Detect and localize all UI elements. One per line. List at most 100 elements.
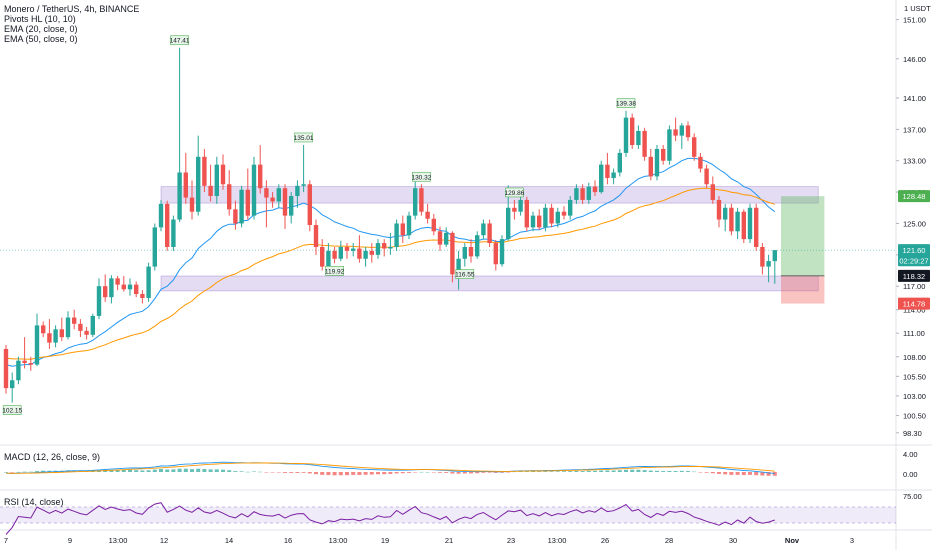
candle-body	[171, 219, 176, 247]
candle-body	[22, 360, 27, 364]
macd-histogram-bar	[537, 471, 542, 473]
candle-body	[475, 235, 480, 257]
indicator-ema50[interactable]: EMA (50, close, 0)	[4, 34, 78, 44]
pivot-label: 102.15	[2, 408, 22, 415]
sr-zone-0	[160, 186, 819, 204]
macd-histogram-bar	[276, 472, 281, 473]
indicator-pivots[interactable]: Pivots HL (10, 10)	[4, 14, 76, 24]
candle-body	[723, 207, 728, 220]
macd-histogram-bar	[630, 469, 635, 472]
macd-histogram-bar	[376, 472, 380, 475]
macd-histogram-bar	[543, 471, 548, 472]
candle-body	[760, 246, 765, 267]
candle-body	[431, 218, 436, 232]
macd-histogram-bar	[128, 469, 132, 472]
candle-body	[747, 207, 753, 240]
macd-signal-line	[5, 462, 775, 474]
price-badge-label-2: 02:29:27	[899, 256, 928, 265]
candle-body	[437, 231, 443, 245]
pivot-label-box	[412, 171, 431, 182]
candle-body	[270, 197, 275, 202]
candle-body	[456, 258, 461, 275]
macd-histogram-bar	[704, 472, 709, 473]
candle-body	[580, 188, 585, 200]
candle-body	[41, 325, 46, 334]
pivot-label-box	[616, 98, 636, 109]
candle-body	[165, 203, 170, 247]
x-tick-label: Nov	[785, 536, 800, 545]
macd-histogram-bar	[190, 469, 194, 472]
macd-histogram-bar	[134, 470, 139, 472]
candle-body	[766, 261, 771, 267]
candle-body	[704, 168, 709, 185]
candle-body	[146, 266, 151, 298]
candle-body	[661, 148, 666, 161]
candle-body	[512, 207, 517, 212]
candle-body	[121, 284, 126, 290]
candle-body	[568, 199, 573, 216]
macd-histogram-bar	[506, 472, 511, 473]
candle-body	[295, 185, 300, 197]
x-tick-label: 16	[284, 536, 292, 545]
candle-body	[667, 129, 672, 161]
candle-body	[555, 211, 560, 224]
pivot-label: 129.86	[504, 190, 524, 197]
macd-histogram-bar	[338, 472, 343, 476]
currency-label: 1 USDT	[904, 4, 931, 13]
macd-histogram-bar	[679, 470, 684, 472]
candle-body	[16, 360, 21, 381]
macd-histogram-bar	[388, 472, 393, 474]
macd-histogram-bar	[487, 472, 492, 473]
macd-histogram-bar	[574, 470, 579, 472]
macd-histogram-bar	[438, 472, 442, 473]
macd-histogram-bar	[456, 472, 461, 474]
candle-body	[692, 137, 697, 157]
candle-body	[227, 184, 232, 210]
macd-histogram-bar	[196, 468, 201, 472]
rsi-label[interactable]: RSI (14, close)	[4, 497, 64, 507]
macd-histogram-bar	[413, 472, 418, 473]
x-tick-label: 9	[68, 536, 72, 545]
x-tick-label: 28	[665, 536, 673, 545]
candle-body	[196, 156, 201, 212]
macd-histogram-bar	[568, 471, 573, 472]
indicator-ema20[interactable]: EMA (20, close, 0)	[4, 24, 78, 34]
candle-body	[623, 117, 629, 153]
macd-histogram-bar	[4, 472, 8, 473]
candle-body	[772, 250, 777, 262]
macd-histogram-bar	[183, 468, 188, 472]
rsi-tick-label: 75.00	[903, 492, 922, 501]
rsi-band	[0, 507, 896, 523]
macd-histogram-bar	[369, 472, 374, 475]
candle-body	[754, 207, 759, 247]
candle-body	[65, 317, 71, 338]
candle-body	[561, 211, 567, 216]
macd-histogram-bar	[121, 469, 126, 472]
pivot-label-box	[294, 132, 313, 143]
candle-body	[406, 215, 412, 236]
candle-body	[673, 129, 678, 136]
y-tick-label: 141.00	[903, 94, 926, 103]
x-tick-label: 7	[4, 536, 8, 545]
macd-histogram-bar	[295, 472, 300, 473]
y-tick-label: 146.00	[903, 55, 926, 64]
y-tick-label: 151.00	[903, 16, 926, 25]
macd-histogram-bar	[655, 470, 659, 472]
macd-histogram-bar	[661, 471, 666, 472]
macd-histogram-bar	[586, 470, 591, 472]
pivot-label: 147.41	[170, 38, 190, 45]
macd-histogram-bar	[407, 472, 411, 473]
candle-body	[363, 250, 368, 259]
candle-body	[413, 188, 418, 216]
candle-body	[313, 225, 319, 247]
candle-body	[47, 333, 52, 343]
symbol-title[interactable]: Monero / TetherUS, 4h, BINANCE	[4, 4, 140, 14]
x-tick-label: 19	[381, 536, 389, 545]
macd-label[interactable]: MACD (12, 26, close, 9)	[4, 452, 101, 462]
macd-histogram-bar	[307, 472, 312, 474]
candle-body	[605, 164, 610, 178]
candle-body	[549, 207, 554, 224]
candle-body	[338, 246, 343, 259]
macd-histogram-bar	[605, 470, 610, 472]
